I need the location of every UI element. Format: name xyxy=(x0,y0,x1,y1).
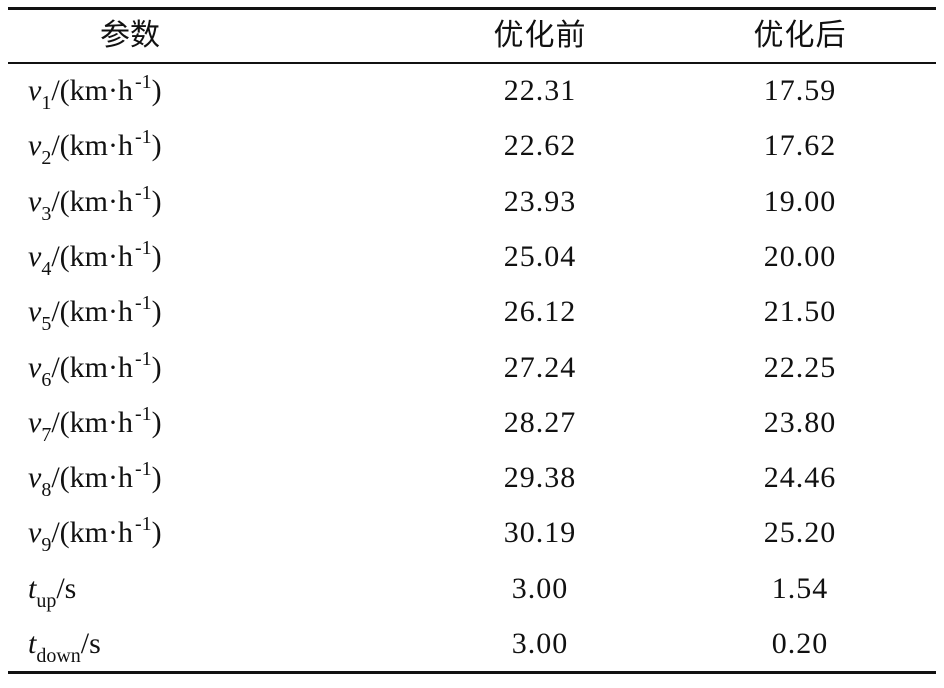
param-unit: /(km·h xyxy=(51,405,133,439)
param-symbol: v xyxy=(28,184,42,218)
param-symbol: v xyxy=(28,516,42,550)
param-unit-exponent: -1 xyxy=(134,126,152,149)
param-unit-close: ) xyxy=(151,516,162,550)
param-unit-exponent: -1 xyxy=(134,71,152,93)
value-cell: 3.00 xyxy=(511,627,569,660)
value-cell: 22.62 xyxy=(503,129,577,163)
param-unit-close: ) xyxy=(151,184,162,218)
param-cell: v9/(km·h -1) xyxy=(28,505,162,560)
value-cell: 23.93 xyxy=(503,184,577,218)
param-subscript: up xyxy=(36,589,57,612)
param-unit: /s xyxy=(56,571,77,605)
param-subscript: 4 xyxy=(41,257,52,280)
param-unit: /s xyxy=(80,627,101,660)
value-cell: 1.54 xyxy=(771,571,829,605)
value-cell: 27.24 xyxy=(503,350,577,384)
param-unit-close: ) xyxy=(151,405,162,439)
param-unit: /(km·h xyxy=(51,239,133,273)
value-cell: 25.20 xyxy=(763,516,837,550)
param-symbol: v xyxy=(28,239,42,273)
param-subscript: 1 xyxy=(41,92,52,114)
param-unit-close: ) xyxy=(151,295,162,329)
value-cell: 30.19 xyxy=(503,516,577,550)
param-cell: v2/(km·h -1) xyxy=(28,118,162,173)
param-unit-exponent: -1 xyxy=(134,236,152,259)
param-unit-close: ) xyxy=(151,350,162,384)
param-unit: /(km·h xyxy=(51,516,133,550)
param-cell: v5/(km·h -1) xyxy=(28,284,162,339)
param-subscript: 3 xyxy=(41,202,52,225)
param-cell: v4/(km·h -1) xyxy=(28,229,162,284)
param-cell: v7/(km·h -1) xyxy=(28,395,162,450)
param-unit-close: ) xyxy=(151,239,162,273)
param-cell: v6/(km·h -1) xyxy=(28,340,162,395)
param-unit-close: ) xyxy=(151,74,162,107)
value-cell: 19.00 xyxy=(763,184,837,218)
param-cell: v3/(km·h -1) xyxy=(28,174,162,229)
value-cell: 3.00 xyxy=(511,571,569,605)
param-unit-exponent: -1 xyxy=(134,292,152,315)
param-unit-exponent: -1 xyxy=(134,402,152,425)
param-unit-exponent: -1 xyxy=(134,181,152,204)
param-unit: /(km·h xyxy=(51,184,133,218)
param-unit-exponent: -1 xyxy=(134,347,152,370)
param-subscript: 5 xyxy=(41,313,52,336)
param-cell: tup/s xyxy=(28,561,76,616)
value-cell: 25.04 xyxy=(503,239,577,273)
header-cell: 优化后 xyxy=(753,19,847,52)
param-symbol: v xyxy=(28,129,42,163)
value-cell: 22.31 xyxy=(503,74,577,107)
param-symbol: v xyxy=(28,295,42,329)
param-subscript: 8 xyxy=(41,479,52,502)
param-cell: v1/(km·h -1) xyxy=(28,63,162,118)
value-cell: 26.12 xyxy=(503,295,577,329)
param-symbol: t xyxy=(28,627,37,660)
header-cell: 优化前 xyxy=(493,19,587,52)
param-unit-exponent: -1 xyxy=(134,513,152,536)
header-cell: 参数 xyxy=(100,19,160,52)
param-cell: tdown/s xyxy=(28,616,101,671)
value-cell: 24.46 xyxy=(763,461,837,495)
param-unit: /(km·h xyxy=(51,350,133,384)
header-rule xyxy=(8,62,936,64)
param-symbol: v xyxy=(28,405,42,439)
param-symbol: v xyxy=(28,350,42,384)
param-symbol: v xyxy=(28,461,42,495)
param-unit: /(km·h xyxy=(51,74,133,107)
value-cell: 17.62 xyxy=(763,129,837,163)
param-subscript: down xyxy=(36,645,81,667)
param-unit-exponent: -1 xyxy=(134,458,152,481)
value-cell: 28.27 xyxy=(503,405,577,439)
param-subscript: 2 xyxy=(41,147,52,170)
top-rule xyxy=(8,7,936,10)
value-cell: 21.50 xyxy=(763,295,837,329)
value-cell: 23.80 xyxy=(763,405,837,439)
param-unit-close: ) xyxy=(151,461,162,495)
value-cell: 0.20 xyxy=(771,627,829,660)
value-cell: 17.59 xyxy=(763,74,837,107)
param-unit: /(km·h xyxy=(51,295,133,329)
param-subscript: 7 xyxy=(41,423,52,446)
param-subscript: 6 xyxy=(41,368,52,391)
param-cell: v8/(km·h -1) xyxy=(28,450,162,505)
value-cell: 20.00 xyxy=(763,239,837,273)
param-subscript: 9 xyxy=(41,534,52,557)
param-symbol: t xyxy=(28,571,37,605)
param-symbol: v xyxy=(28,74,42,107)
value-cell: 22.25 xyxy=(763,350,837,384)
bottom-rule xyxy=(8,671,936,674)
param-unit: /(km·h xyxy=(51,129,133,163)
param-unit-close: ) xyxy=(151,129,162,163)
param-unit: /(km·h xyxy=(51,461,133,495)
value-cell: 29.38 xyxy=(503,461,577,495)
